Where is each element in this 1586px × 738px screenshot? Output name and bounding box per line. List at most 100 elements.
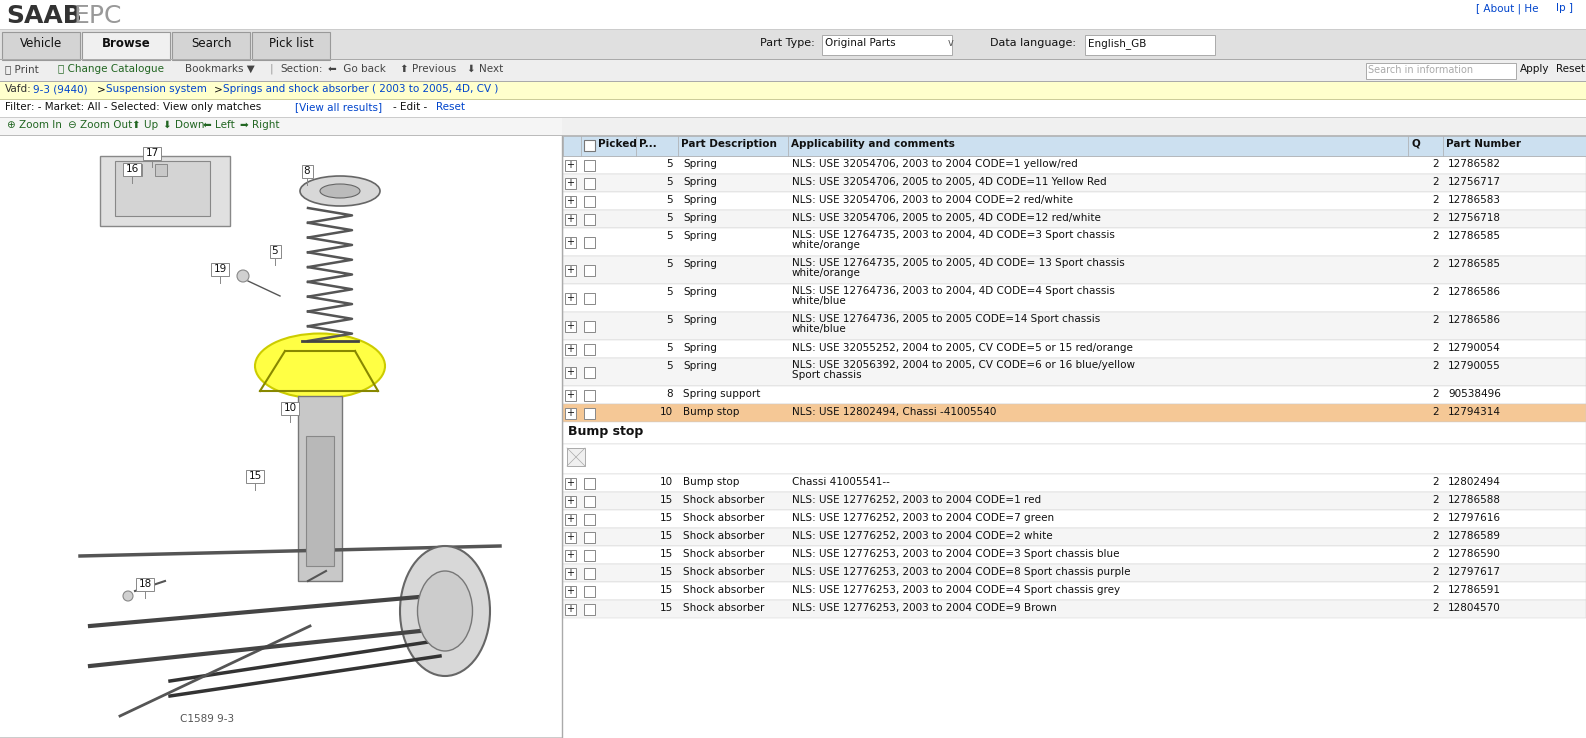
Ellipse shape	[300, 176, 381, 206]
Bar	[0, 118, 561, 136]
Text: Spring: Spring	[684, 231, 717, 241]
Bar	[0, 100, 1586, 118]
Text: 10: 10	[660, 477, 672, 487]
Bar	[563, 564, 1586, 582]
Text: Chassi 41005541--: Chassi 41005541--	[791, 477, 890, 487]
Text: 16: 16	[125, 164, 138, 174]
Bar	[563, 582, 1586, 600]
Text: Pick list: Pick list	[268, 37, 314, 50]
Text: [ About | He: [ About | He	[1477, 3, 1538, 13]
Bar	[2, 32, 79, 60]
Bar	[580, 136, 636, 156]
Bar	[565, 160, 576, 171]
Text: 12786585: 12786585	[1448, 259, 1500, 269]
Text: ⬅  Go back: ⬅ Go back	[328, 64, 385, 74]
Text: Vafd:: Vafd:	[5, 84, 32, 94]
Bar	[0, 136, 561, 738]
Text: +: +	[566, 321, 574, 331]
Bar	[584, 514, 595, 525]
Text: v: v	[948, 38, 953, 48]
Text: Shock absorber: Shock absorber	[684, 531, 764, 541]
Bar	[1408, 136, 1443, 156]
Text: Spring: Spring	[684, 259, 717, 269]
Bar	[1443, 136, 1586, 156]
Bar	[584, 265, 595, 276]
Text: Search: Search	[190, 37, 232, 50]
Text: Spring: Spring	[684, 213, 717, 223]
Bar	[563, 256, 1586, 284]
Text: >: >	[97, 84, 106, 94]
Bar	[788, 136, 1408, 156]
Text: white/blue: white/blue	[791, 296, 847, 306]
Bar	[281, 402, 300, 415]
Bar	[565, 514, 576, 525]
Text: 8: 8	[666, 389, 672, 399]
Text: 9-3 (9440): 9-3 (9440)	[33, 84, 87, 94]
Ellipse shape	[400, 546, 490, 676]
Text: 12786585: 12786585	[1448, 231, 1500, 241]
Bar	[246, 470, 263, 483]
Bar	[130, 164, 143, 176]
Bar	[563, 228, 1586, 256]
Text: Filter: - Market: All - Selected: View only matches: Filter: - Market: All - Selected: View o…	[5, 102, 265, 112]
Text: 2: 2	[1432, 585, 1439, 595]
Text: ⊖ Zoom Out: ⊖ Zoom Out	[68, 120, 132, 130]
Text: 5: 5	[666, 177, 672, 187]
Text: +: +	[566, 550, 574, 560]
Text: +: +	[566, 160, 574, 170]
Text: 2: 2	[1432, 603, 1439, 613]
Circle shape	[124, 591, 133, 601]
Bar	[584, 408, 595, 419]
Text: 15: 15	[660, 495, 672, 505]
Bar	[563, 546, 1586, 564]
Text: NLS: USE 12776253, 2003 to 2004 CODE=9 Brown: NLS: USE 12776253, 2003 to 2004 CODE=9 B…	[791, 603, 1056, 613]
Bar	[563, 474, 1586, 492]
Text: NLS: USE 12776252, 2003 to 2004 CODE=7 green: NLS: USE 12776252, 2003 to 2004 CODE=7 g…	[791, 513, 1055, 523]
Bar	[565, 532, 576, 543]
Bar	[0, 59, 1586, 60]
Text: Spring: Spring	[684, 315, 717, 325]
Bar	[565, 550, 576, 561]
Ellipse shape	[320, 184, 360, 198]
Bar	[584, 478, 595, 489]
Ellipse shape	[417, 571, 473, 651]
Text: 90538496: 90538496	[1448, 389, 1500, 399]
Text: Shock absorber: Shock absorber	[684, 567, 764, 577]
Bar	[565, 196, 576, 207]
Text: NLS: USE 12764735, 2005 to 2005, 4D CODE= 13 Sport chassis: NLS: USE 12764735, 2005 to 2005, 4D CODE…	[791, 258, 1124, 268]
Text: 5: 5	[666, 287, 672, 297]
Bar	[563, 340, 1586, 358]
Text: ⬇ Next: ⬇ Next	[466, 64, 503, 74]
Text: 12756717: 12756717	[1448, 177, 1500, 187]
Text: NLS: USE 32054706, 2005 to 2005, 4D CODE=12 red/white: NLS: USE 32054706, 2005 to 2005, 4D CODE…	[791, 213, 1101, 223]
Text: Apply: Apply	[1519, 64, 1550, 74]
Text: Bump stop: Bump stop	[684, 477, 739, 487]
Text: 15: 15	[660, 513, 672, 523]
Text: 12790055: 12790055	[1448, 361, 1500, 371]
Text: Bookmarks ▼: Bookmarks ▼	[186, 64, 255, 74]
Bar	[82, 32, 170, 60]
Text: 5: 5	[666, 361, 672, 371]
Text: 12786583: 12786583	[1448, 195, 1500, 205]
Bar	[565, 344, 576, 355]
Bar	[563, 404, 1586, 422]
Text: C1589 9-3: C1589 9-3	[179, 714, 235, 724]
Text: 2: 2	[1432, 389, 1439, 399]
Text: Applicability and comments: Applicability and comments	[791, 139, 955, 149]
Text: Shock absorber: Shock absorber	[684, 603, 764, 613]
Text: NLS: USE 12764736, 2003 to 2004, 4D CODE=4 Sport chassis: NLS: USE 12764736, 2003 to 2004, 4D CODE…	[791, 286, 1115, 296]
Text: white/orange: white/orange	[791, 268, 861, 278]
Text: - Edit -: - Edit -	[393, 102, 427, 112]
Text: +: +	[566, 390, 574, 400]
Text: Data language:: Data language:	[990, 38, 1075, 48]
Text: +: +	[566, 237, 574, 247]
Text: NLS: USE 12776253, 2003 to 2004 CODE=4 Sport chassis grey: NLS: USE 12776253, 2003 to 2004 CODE=4 S…	[791, 585, 1120, 595]
Text: Picked: Picked	[598, 139, 638, 149]
Text: Part Description: Part Description	[680, 139, 777, 149]
Text: Spring: Spring	[684, 177, 717, 187]
Text: 2: 2	[1432, 315, 1439, 325]
Bar	[0, 81, 1586, 82]
Bar	[0, 30, 1586, 60]
Bar	[584, 160, 595, 171]
Text: 12797617: 12797617	[1448, 567, 1500, 577]
